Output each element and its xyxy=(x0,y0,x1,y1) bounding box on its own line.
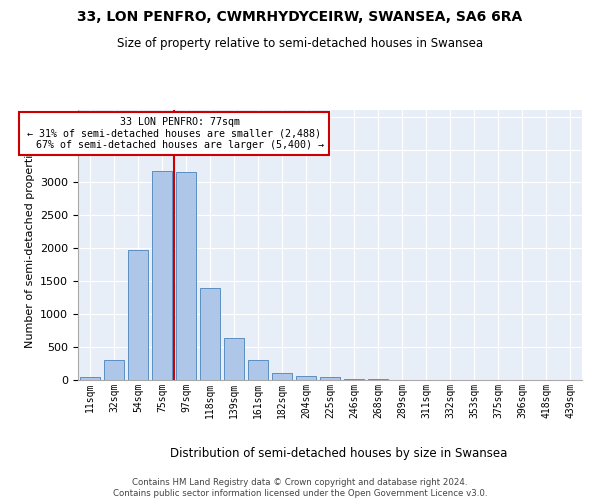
Bar xyxy=(152,171,172,380)
Text: Distribution of semi-detached houses by size in Swansea: Distribution of semi-detached houses by … xyxy=(170,448,508,460)
Bar xyxy=(320,378,340,380)
Text: 33 LON PENFRO: 77sqm
← 31% of semi-detached houses are smaller (2,488)
  67% of : 33 LON PENFRO: 77sqm ← 31% of semi-detac… xyxy=(24,116,324,150)
Text: Size of property relative to semi-detached houses in Swansea: Size of property relative to semi-detach… xyxy=(117,38,483,51)
Bar xyxy=(224,338,244,380)
Text: 33, LON PENFRO, CWMRHYDYCEIRW, SWANSEA, SA6 6RA: 33, LON PENFRO, CWMRHYDYCEIRW, SWANSEA, … xyxy=(77,10,523,24)
Bar xyxy=(80,376,100,380)
Text: Contains HM Land Registry data © Crown copyright and database right 2024.
Contai: Contains HM Land Registry data © Crown c… xyxy=(113,478,487,498)
Bar xyxy=(200,288,220,380)
Bar xyxy=(248,360,268,380)
Bar xyxy=(176,172,196,380)
Bar xyxy=(296,376,316,380)
Bar xyxy=(104,360,124,380)
Y-axis label: Number of semi-detached properties: Number of semi-detached properties xyxy=(25,142,35,348)
Bar xyxy=(128,250,148,380)
Bar xyxy=(344,378,364,380)
Bar xyxy=(272,373,292,380)
